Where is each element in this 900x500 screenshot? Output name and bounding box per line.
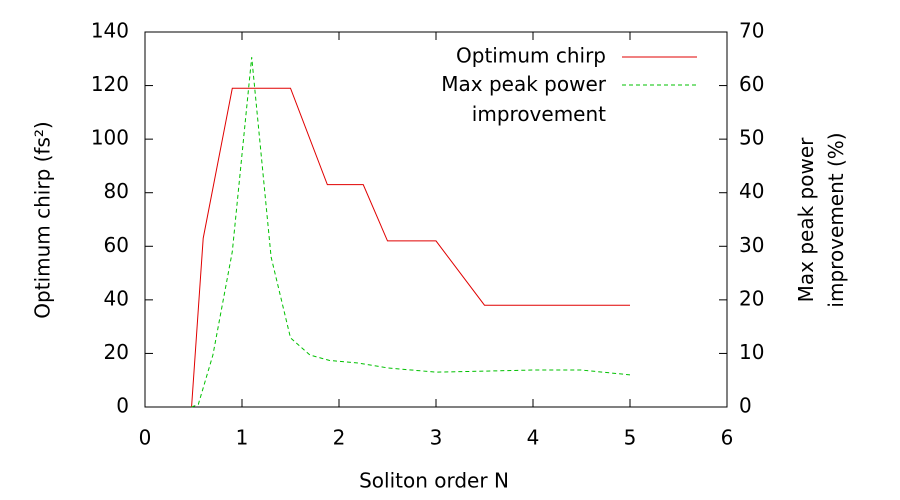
y2-tick-label: 10 <box>739 340 764 364</box>
y2-tick-label: 30 <box>739 233 764 257</box>
y-tick-label: 60 <box>104 233 129 257</box>
y-tick-label: 0 <box>116 394 129 418</box>
y-tick-label: 80 <box>104 179 129 203</box>
data-line <box>191 87 630 408</box>
x-tick-label: 3 <box>430 426 443 450</box>
x-tick-label: 2 <box>333 426 346 450</box>
x-axis-label: Soliton order N <box>359 469 509 493</box>
y2-tick-label: 20 <box>739 286 764 310</box>
x-tick-label: 0 <box>139 426 152 450</box>
y2-axis-label: Max peak power improvement (%) <box>794 132 848 307</box>
y-tick-label: 140 <box>91 19 129 43</box>
y-tick-label: 40 <box>104 286 129 310</box>
y2-tick-label: 60 <box>739 72 764 96</box>
y2-tick-label: 0 <box>739 394 752 418</box>
data-line <box>191 57 631 408</box>
x-tick-label: 4 <box>527 426 540 450</box>
y-tick-label: 100 <box>91 126 129 150</box>
y-tick-label: 20 <box>104 340 129 364</box>
x-tick-label: 5 <box>624 426 637 450</box>
y2-tick-label: 70 <box>739 19 764 43</box>
legend-label: Max peak power improvement <box>441 72 606 126</box>
y2-tick-label: 40 <box>739 179 764 203</box>
x-tick-label: 6 <box>721 426 734 450</box>
legend-label: Optimum chirp <box>456 44 606 68</box>
y-axis-label: Optimum chirp (fs²) <box>31 121 55 318</box>
x-tick-label: 1 <box>236 426 249 450</box>
y2-tick-label: 50 <box>739 126 764 150</box>
y-tick-label: 120 <box>91 72 129 96</box>
